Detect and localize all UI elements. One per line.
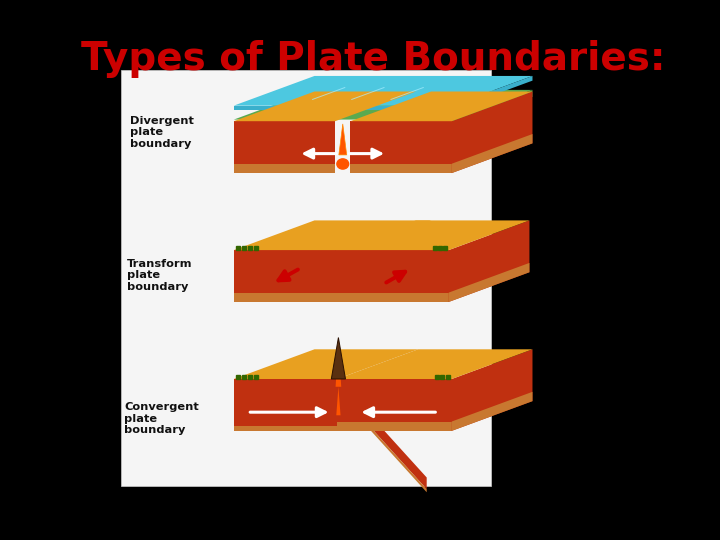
Circle shape [337, 159, 348, 169]
Polygon shape [449, 220, 529, 302]
Polygon shape [338, 390, 427, 492]
Polygon shape [234, 76, 533, 106]
Polygon shape [331, 338, 346, 379]
Text: Types of Plate Boundaries:: Types of Plate Boundaries: [81, 40, 665, 78]
Polygon shape [234, 106, 451, 110]
Polygon shape [338, 379, 451, 422]
Polygon shape [451, 90, 533, 126]
Polygon shape [351, 121, 451, 164]
Polygon shape [451, 91, 533, 173]
Polygon shape [234, 220, 431, 250]
Polygon shape [351, 164, 451, 173]
Text: Transform
plate
boundary: Transform plate boundary [127, 259, 193, 292]
Polygon shape [234, 349, 418, 379]
Polygon shape [451, 392, 533, 431]
Polygon shape [451, 349, 533, 431]
Polygon shape [234, 121, 335, 164]
Polygon shape [335, 220, 529, 250]
Polygon shape [338, 379, 427, 489]
Polygon shape [234, 250, 351, 293]
Text: Convergent
plate
boundary: Convergent plate boundary [124, 402, 199, 435]
Polygon shape [234, 164, 335, 173]
Polygon shape [449, 263, 529, 302]
FancyBboxPatch shape [121, 70, 490, 486]
Polygon shape [335, 250, 449, 293]
Polygon shape [336, 343, 341, 387]
Polygon shape [234, 90, 533, 119]
Polygon shape [234, 426, 338, 431]
Polygon shape [336, 387, 341, 415]
Polygon shape [451, 134, 533, 173]
Polygon shape [234, 91, 416, 121]
Polygon shape [338, 349, 533, 379]
Polygon shape [234, 379, 338, 431]
Polygon shape [234, 293, 351, 302]
Polygon shape [339, 124, 347, 155]
Polygon shape [451, 76, 533, 110]
Polygon shape [351, 91, 533, 121]
Text: Divergent
plate
boundary: Divergent plate boundary [130, 116, 194, 149]
Polygon shape [338, 422, 451, 431]
Polygon shape [335, 293, 449, 302]
